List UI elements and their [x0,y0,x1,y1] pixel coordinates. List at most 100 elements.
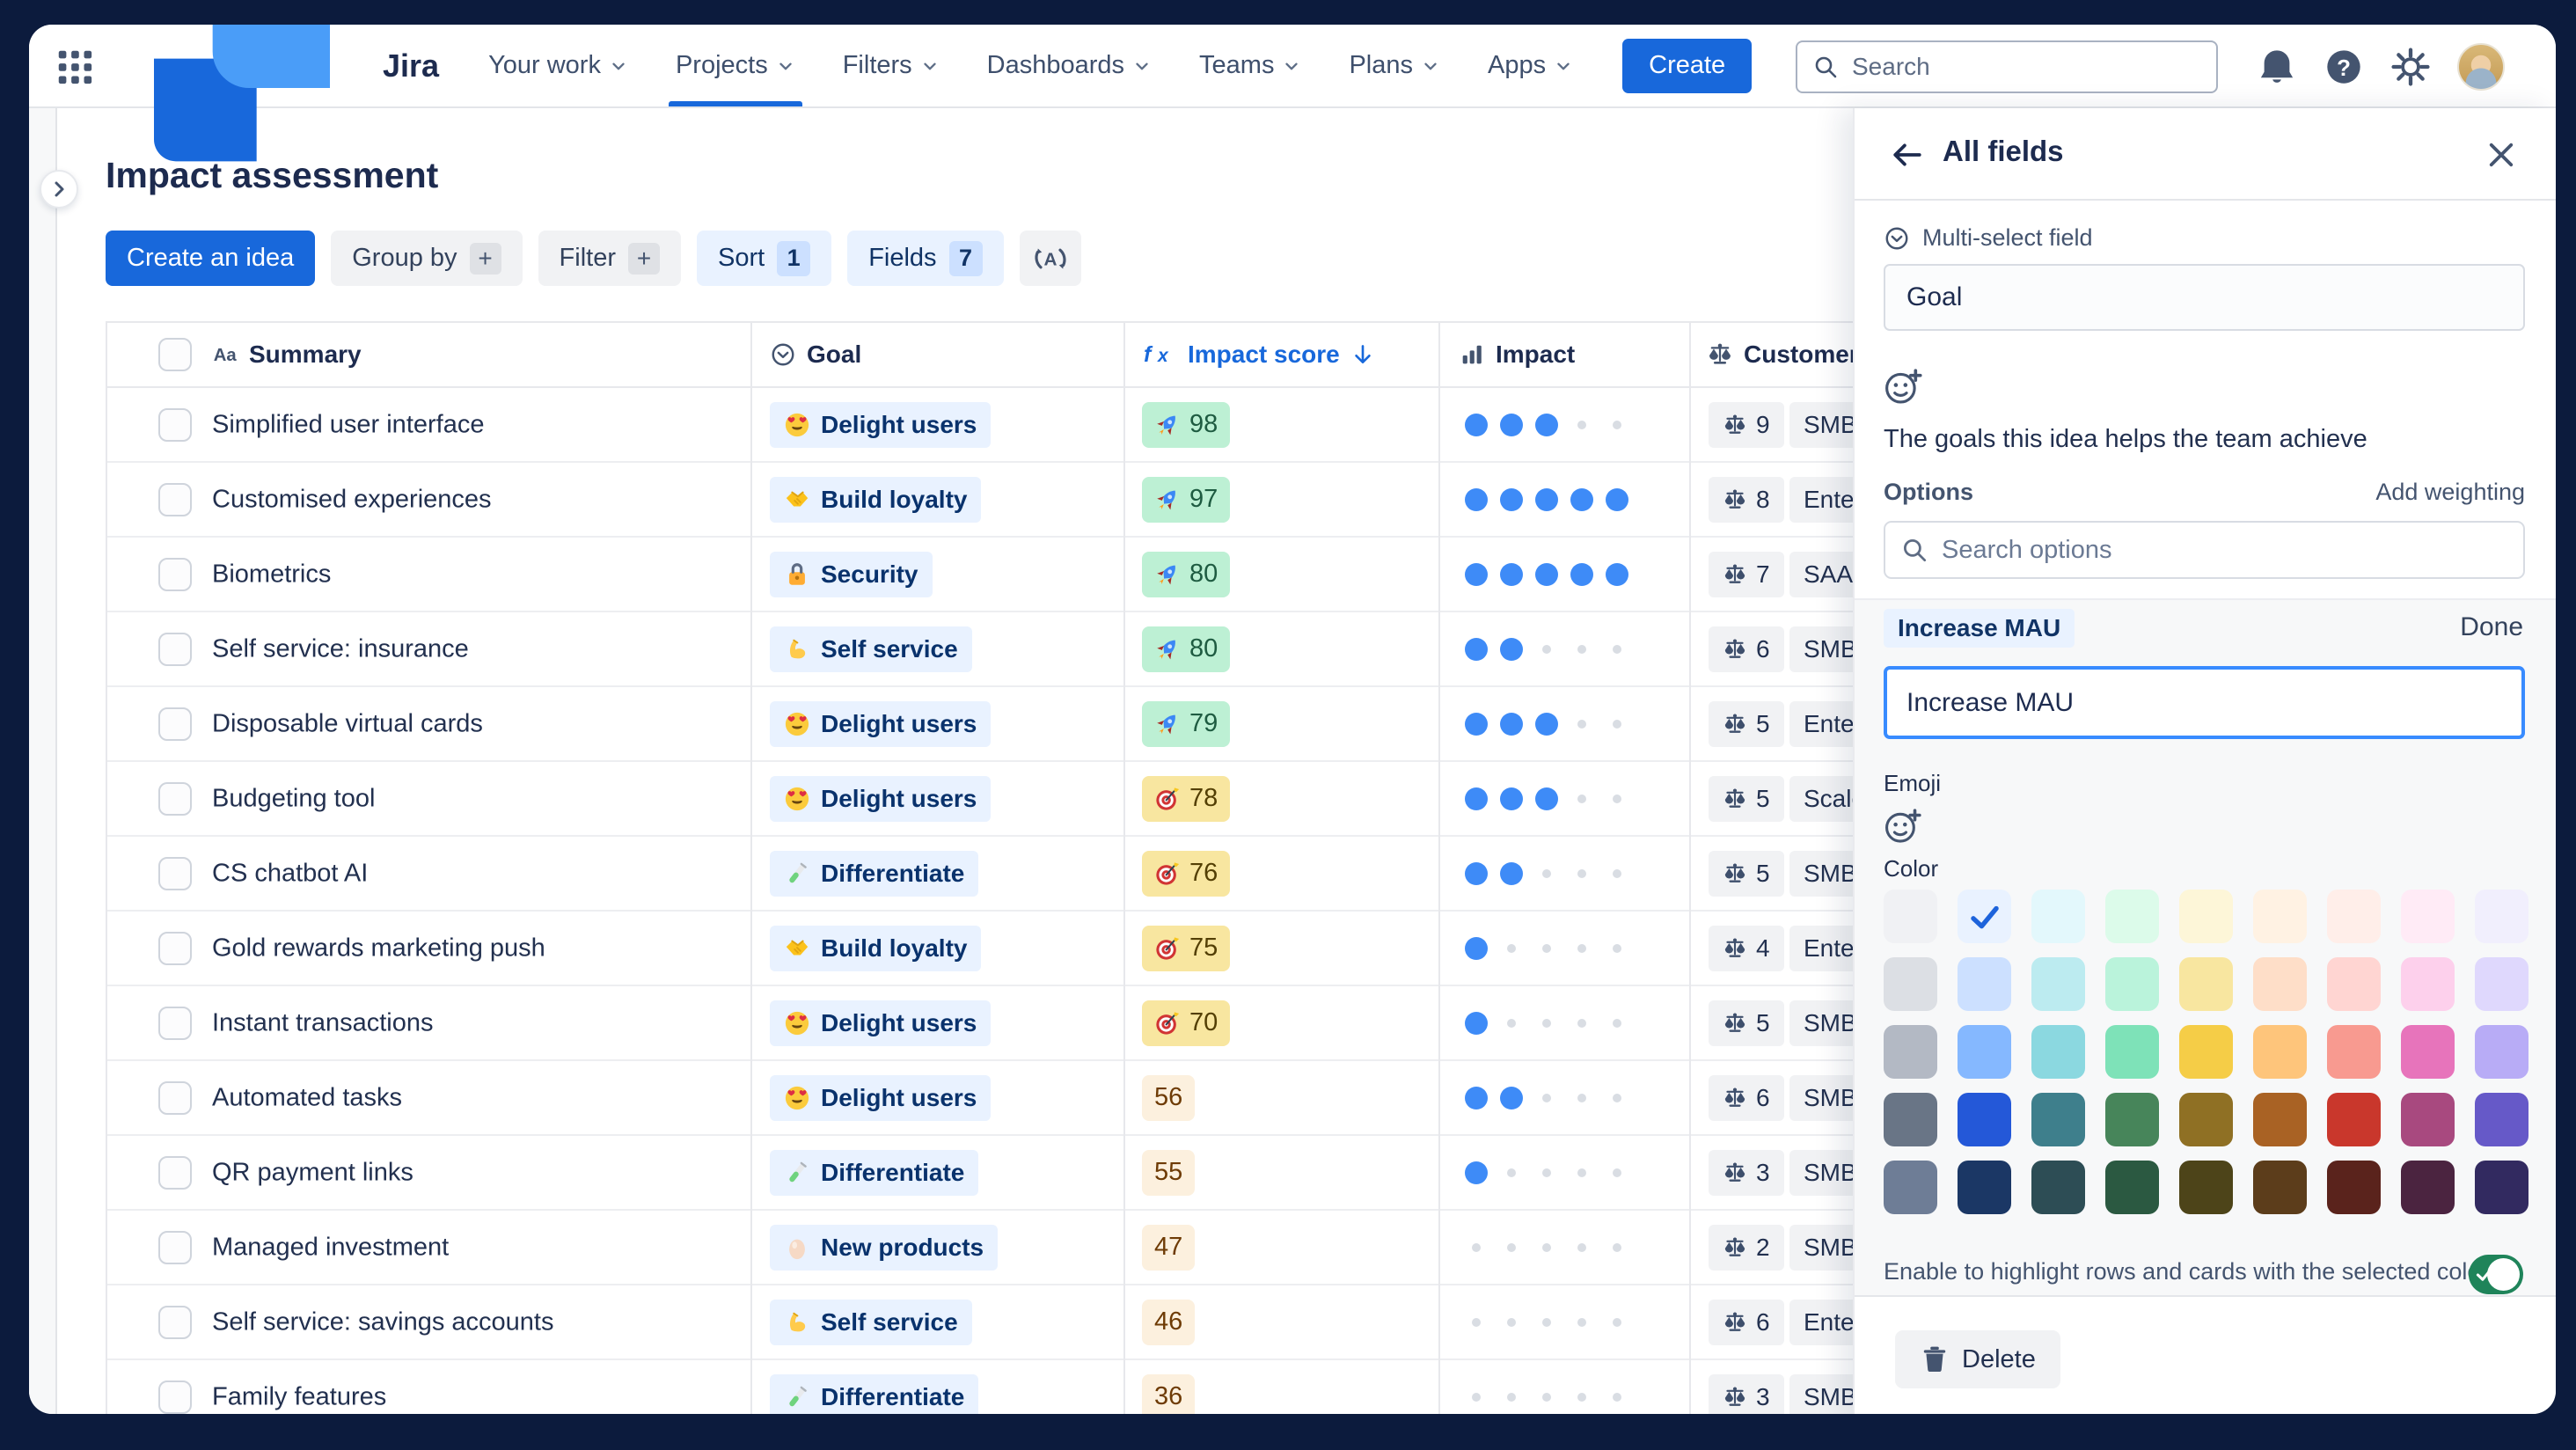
customer-count-pill[interactable]: 9 [1709,402,1784,448]
goal-pill[interactable]: Delight users [770,1000,991,1046]
select-all-checkbox[interactable] [158,338,192,371]
color-swatch[interactable] [2475,1161,2528,1214]
group-by-button[interactable]: Group by+ [331,231,522,286]
color-swatch[interactable] [1884,957,1937,1011]
done-button[interactable]: Done [2460,612,2523,642]
customer-count-pill[interactable]: 2 [1709,1225,1784,1271]
table-row[interactable]: Automated tasksDelight users566SMB [106,1061,1953,1136]
fields-button[interactable]: Fields7 [847,231,1003,286]
color-swatch[interactable] [1884,1161,1937,1214]
filter-button[interactable]: Filter+ [538,231,681,286]
sort-button[interactable]: Sort1 [697,231,831,286]
color-swatch[interactable] [2031,1093,2085,1146]
row-checkbox[interactable] [158,707,192,741]
nav-item-your-work[interactable]: Your work [488,25,628,106]
row-checkbox[interactable] [158,1231,192,1264]
field-name-input[interactable] [1884,264,2525,331]
impact-rating[interactable] [1465,937,1628,960]
customer-count-pill[interactable]: 8 [1709,477,1784,523]
color-swatch[interactable] [1958,1161,2011,1214]
goal-pill[interactable]: Security [770,552,933,597]
table-row[interactable]: Disposable virtual cardsDelight users795… [106,687,1953,762]
impact-rating[interactable] [1465,1012,1628,1035]
table-row[interactable]: Simplified user interfaceDelight users98… [106,388,1953,463]
table-row[interactable]: QR payment linksDifferentiate553SMB [106,1136,1953,1211]
color-swatch[interactable] [1958,957,2011,1011]
close-icon[interactable] [2484,137,2519,172]
color-swatch-selected[interactable] [1958,890,2011,943]
color-swatch[interactable] [2253,1161,2307,1214]
row-checkbox[interactable] [158,558,192,591]
color-swatch[interactable] [2105,957,2159,1011]
impact-rating[interactable] [1465,1311,1628,1334]
color-swatch[interactable] [2327,1093,2381,1146]
color-swatch[interactable] [2179,1161,2233,1214]
color-swatch[interactable] [2475,1025,2528,1079]
goal-pill[interactable]: Build loyalty [770,477,981,523]
color-swatch[interactable] [2475,890,2528,943]
color-swatch[interactable] [2253,957,2307,1011]
goal-pill[interactable]: Delight users [770,1075,991,1121]
delete-field-button[interactable]: Delete [1895,1330,2060,1388]
add-emoji-icon[interactable] [1884,807,1923,846]
goal-pill[interactable]: Delight users [770,776,991,822]
customer-count-pill[interactable]: 5 [1709,701,1784,747]
table-row[interactable]: CS chatbot AIDifferentiate765SMB [106,837,1953,912]
color-swatch[interactable] [2031,890,2085,943]
customer-count-pill[interactable]: 4 [1709,926,1784,971]
color-swatch[interactable] [2253,890,2307,943]
nav-item-dashboards[interactable]: Dashboards [987,25,1152,106]
table-row[interactable]: Self service: savings accountsSelf servi… [106,1285,1953,1360]
color-swatch[interactable] [2475,1093,2528,1146]
column-header-goal[interactable]: Goal [770,341,861,369]
goal-pill[interactable]: Build loyalty [770,926,981,971]
column-header-impact-score[interactable]: fxImpact score [1142,341,1375,369]
table-row[interactable]: Managed investmentNew products472SMB [106,1211,1953,1285]
color-swatch[interactable] [2031,1025,2085,1079]
translate-button[interactable]: A [1020,231,1081,286]
table-row[interactable]: Customised experiencesBuild loyalty978En… [106,463,1953,538]
impact-rating[interactable] [1465,713,1628,736]
goal-pill[interactable]: Differentiate [770,1374,978,1415]
column-header-summary[interactable]: AaSummary [212,341,362,369]
color-swatch[interactable] [2105,890,2159,943]
row-checkbox[interactable] [158,633,192,666]
color-swatch[interactable] [2401,957,2455,1011]
color-swatch[interactable] [1884,1093,1937,1146]
goal-pill[interactable]: Delight users [770,701,991,747]
impact-rating[interactable] [1465,1386,1628,1409]
table-row[interactable]: BiometricsSecurity807SAAS [106,538,1953,612]
color-swatch[interactable] [2105,1093,2159,1146]
color-swatch[interactable] [1884,890,1937,943]
color-swatch[interactable] [2401,890,2455,943]
customer-count-pill[interactable]: 6 [1709,626,1784,672]
color-swatch[interactable] [2179,1025,2233,1079]
customer-count-pill[interactable]: 6 [1709,1300,1784,1345]
help-icon[interactable]: ? [2324,47,2364,87]
goal-pill[interactable]: Self service [770,626,972,672]
nav-item-projects[interactable]: Projects [676,25,795,106]
add-weighting-link[interactable]: Add weighting [2375,479,2525,506]
customer-count-pill[interactable]: 6 [1709,1075,1784,1121]
nav-item-teams[interactable]: Teams [1199,25,1301,106]
color-swatch[interactable] [1884,1025,1937,1079]
customer-count-pill[interactable]: 5 [1709,851,1784,897]
color-swatch[interactable] [2179,890,2233,943]
customer-count-pill[interactable]: 3 [1709,1150,1784,1196]
create-idea-button[interactable]: Create an idea [106,231,315,286]
impact-rating[interactable] [1465,488,1628,511]
impact-rating[interactable] [1465,862,1628,885]
search-options-input[interactable] [1884,521,2525,579]
nav-item-filters[interactable]: Filters [843,25,940,106]
row-checkbox[interactable] [158,1081,192,1115]
impact-rating[interactable] [1465,1161,1628,1184]
impact-rating[interactable] [1465,787,1628,810]
column-header-customer[interactable]: Customer [1707,341,1859,369]
goal-pill[interactable]: Delight users [770,402,991,448]
row-checkbox[interactable] [158,857,192,890]
option-name-input[interactable] [1884,666,2525,739]
app-switcher-icon[interactable] [54,46,94,86]
goal-pill[interactable]: New products [770,1225,998,1271]
table-row[interactable]: Self service: insuranceSelf service806SM… [106,612,1953,687]
color-swatch[interactable] [2327,1161,2381,1214]
